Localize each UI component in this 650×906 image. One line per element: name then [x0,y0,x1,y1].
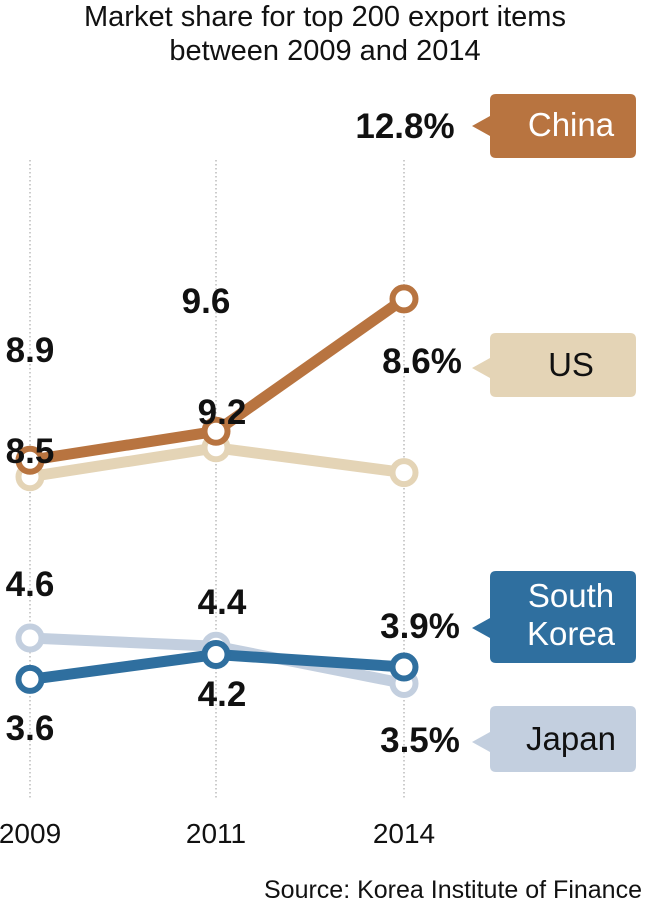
legend-tag-us [472,333,636,397]
data-label-china-2014: 12.8% [355,107,454,146]
legend-label-china: China [528,106,615,143]
data-label-south-korea-2014: 3.9% [380,607,460,646]
data-label-japan-2011: 4.4 [198,583,247,622]
legend-tag-china [472,94,636,158]
data-point-china-2014 [389,284,419,314]
chart-title-line-1: Market share for top 200 export items [84,1,566,33]
data-labels: 8.9 9.6 12.8% 8.5 9.2 8.6% 3.6 4.2 3.9% 4.6 4.4 3.5… [6,107,462,760]
data-label-us-2014: 8.6% [382,342,462,381]
data-label-japan-2009: 4.6 [6,565,55,604]
data-point-china-2011 [201,416,231,446]
data-point-japan-2009 [15,623,45,653]
line-chart: 2009 2011 2014 8.9 9.6 12.8% 8.5 9.2 8.6% 3.6 4.2 3… [0,94,636,849]
data-point-china-2009 [15,445,45,475]
data-label-us-2009: 8.5 [6,432,55,471]
data-label-us-2011: 9.2 [198,393,247,432]
data-point-south-korea-2009 [15,664,45,694]
legend-item-japan: Japan [472,706,636,772]
data-point-us-2014 [389,458,419,488]
series-china [15,284,419,475]
legend-item-us: US [472,333,636,397]
legend-label-us: US [548,346,594,383]
chart-title-line-2: between 2009 and 2014 [169,35,481,67]
x-axis: 2009 2011 2014 [0,818,435,849]
legend-item-china: China [472,94,636,158]
data-label-china-2011: 9.6 [182,282,231,321]
x-tick-label: 2014 [373,818,435,849]
legend-tag-south-korea [472,571,636,663]
legend-label-south-korea: South [528,577,614,614]
source-note: Source: Korea Institute of Finance [264,876,642,904]
legend-label-south-korea: Korea [527,615,616,652]
data-point-south-korea-2011 [201,640,231,669]
data-point-south-korea-2014 [389,652,419,682]
x-tick-label: 2011 [186,818,246,849]
legend-tag-japan [472,706,636,772]
data-label-south-korea-2009: 3.6 [6,709,55,748]
series-south-korea [15,640,419,694]
data-label-china-2009: 8.9 [6,331,55,370]
x-tick-label: 2009 [0,818,61,849]
data-label-south-korea-2011: 4.2 [198,675,247,714]
data-label-japan-2014: 3.5% [380,721,460,760]
chart-title: Market share for top 200 export items be… [0,0,650,68]
legend-label-japan: Japan [526,720,616,757]
